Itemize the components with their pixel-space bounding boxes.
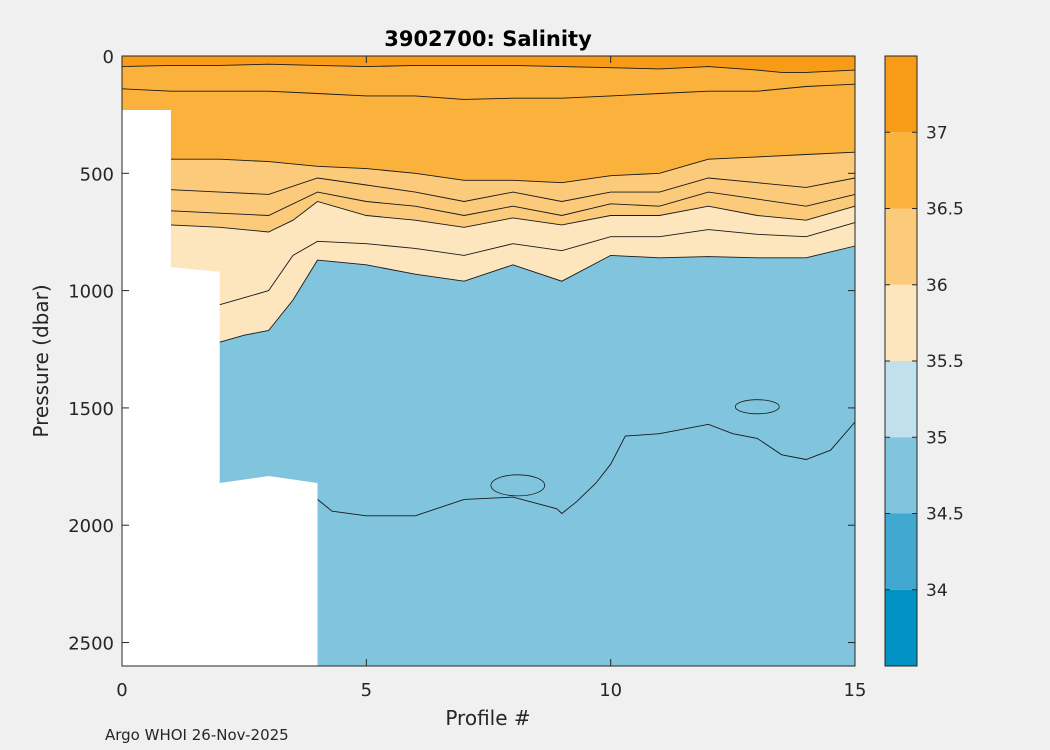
colorbar-swatch-37 <box>885 56 917 133</box>
colorbar-swatch-36 <box>885 208 917 285</box>
isohaline-37 <box>121 63 856 73</box>
x-axis-ticks: 0 5 10 15 <box>116 56 866 701</box>
colorbar-tick-label: 34.5 <box>926 505 964 525</box>
colorbar-swatch-35 <box>885 361 917 438</box>
isohaline-36.6 <box>170 151 856 184</box>
isohaline-35.75 <box>219 222 856 306</box>
colorbar-tick-label: 35.5 <box>926 352 964 372</box>
x-tick-label: 0 <box>116 680 127 701</box>
axes-frame <box>121 55 856 667</box>
colorbar-tick-label: 36.5 <box>926 200 964 220</box>
chart-title: 3902700: Salinity <box>384 27 592 51</box>
isohaline-36.4 <box>170 177 856 202</box>
colorbar-tick-label: 37 <box>926 123 948 143</box>
y-tick-label: 2000 <box>68 516 114 537</box>
pocket-1 <box>490 474 546 497</box>
no-data-mask <box>122 110 855 666</box>
isohaline-36.8 <box>121 83 856 100</box>
x-axis-label: Profile # <box>445 706 530 730</box>
y-tick-label: 2500 <box>68 634 114 655</box>
y-tick-label: 500 <box>80 164 114 185</box>
y-axis-ticks: 0 500 1000 1500 2000 2500 <box>68 47 855 655</box>
y-tick-label: 0 <box>103 47 114 68</box>
colorbar-swatch-34.5 <box>885 437 917 514</box>
y-tick-label: 1500 <box>68 399 114 420</box>
colorbar-swatch-34 <box>885 513 917 590</box>
x-tick-label: 15 <box>844 680 867 701</box>
colorbar-tick-label: 35 <box>926 428 948 448</box>
colorbar: 34 34.5 35 35.5 36 36.5 37 <box>884 55 964 667</box>
footer-credit: Argo WHOI 26-Nov-2025 <box>105 726 289 744</box>
x-tick-label: 10 <box>599 680 622 701</box>
plot-area: 0 5 10 15 0 500 1000 1500 2000 2500 <box>68 47 866 701</box>
isohaline-36 <box>170 201 856 233</box>
y-tick-label: 1000 <box>68 282 114 303</box>
colorbar-tick-label: 34 <box>926 581 948 601</box>
colorbar-swatch-35.5 <box>885 284 917 361</box>
isohaline-34.9 <box>317 421 856 517</box>
colorbar-swatch-33.5 <box>885 589 917 666</box>
isohaline-lines <box>121 63 856 517</box>
colorbar-tick-label: 36 <box>926 276 948 296</box>
x-tick-label: 5 <box>361 680 372 701</box>
isohaline-36.2 <box>170 191 856 216</box>
pocket-2 <box>734 399 780 415</box>
colorbar-swatch-36.5 <box>885 132 917 209</box>
isohaline-35.5 <box>219 245 856 343</box>
y-axis-label: Pressure (dbar) <box>29 284 53 437</box>
contour-pockets <box>490 399 780 497</box>
